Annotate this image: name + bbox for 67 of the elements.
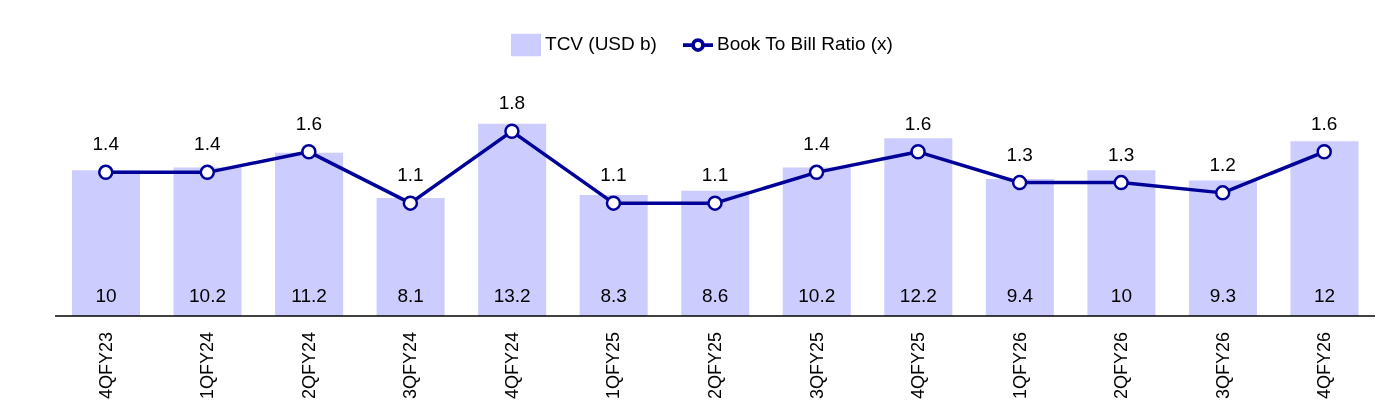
point xyxy=(199,164,216,181)
data-label: 1.3 xyxy=(1107,143,1135,165)
bar xyxy=(173,167,242,316)
x-tick-label: 2QFY26 xyxy=(1111,332,1132,400)
data-label: 1.3 xyxy=(1006,143,1033,165)
bar xyxy=(884,138,953,316)
bar xyxy=(1087,170,1156,316)
point xyxy=(301,144,317,160)
data-label: 8.1 xyxy=(397,285,424,306)
data-label: 8.3 xyxy=(600,285,627,306)
bar xyxy=(275,152,344,316)
data-label: 9.3 xyxy=(1209,285,1237,306)
x-tick-label: 1QFY24 xyxy=(197,332,218,400)
point xyxy=(1214,185,1231,201)
point xyxy=(1316,144,1332,160)
point xyxy=(98,164,114,181)
x-tick-label: 3QFY26 xyxy=(1212,332,1233,400)
bar xyxy=(782,167,851,316)
bar xyxy=(579,195,648,316)
bar xyxy=(1290,141,1359,316)
data-label: 1.4 xyxy=(92,133,120,155)
x-tick-label: 1QFY26 xyxy=(1009,332,1030,400)
point xyxy=(402,195,419,211)
data-label: 1.6 xyxy=(904,112,932,134)
bar xyxy=(1188,180,1257,316)
x-tick-label: 3QFY25 xyxy=(806,332,827,400)
bar xyxy=(376,198,445,316)
data-label: 12 xyxy=(1313,285,1336,306)
data-label: 13.2 xyxy=(493,285,531,306)
bar xyxy=(72,170,140,316)
data-label: 1.1 xyxy=(701,164,729,186)
legend-label: TCV (USD b) xyxy=(545,33,657,55)
data-label: 12.2 xyxy=(899,285,937,306)
data-label: 10.2 xyxy=(798,285,836,306)
point xyxy=(808,164,825,181)
legend-label: Book To Bill Ratio (x) xyxy=(716,33,893,55)
x-tick-label: 4QFY23 xyxy=(95,332,116,400)
data-label: 11.2 xyxy=(291,285,327,306)
point xyxy=(1011,174,1028,191)
data-label: 1.8 xyxy=(498,92,526,114)
bar xyxy=(478,123,547,316)
data-label: 10 xyxy=(95,285,117,306)
data-label: 1.2 xyxy=(1209,153,1236,175)
data-label: 1.4 xyxy=(803,133,831,155)
point xyxy=(504,123,520,140)
x-tick-label: 4QFY25 xyxy=(908,332,929,400)
bar xyxy=(985,179,1054,316)
data-label: 1.6 xyxy=(1311,112,1338,134)
data-label: 1.6 xyxy=(295,112,323,134)
data-label: 8.6 xyxy=(702,285,729,306)
data-label: 10.2 xyxy=(189,285,227,306)
point xyxy=(1113,174,1129,191)
data-label: 9.4 xyxy=(1006,285,1034,306)
point xyxy=(605,195,622,211)
data-label: 1.1 xyxy=(397,164,424,186)
x-tick-label: 2QFY25 xyxy=(705,332,725,400)
data-label: 10 xyxy=(1110,285,1132,306)
data-label: 1.1 xyxy=(600,164,627,186)
x-tick-label: 4QFY24 xyxy=(501,332,522,400)
data-label: 1.4 xyxy=(194,133,221,155)
x-tick-label: 3QFY24 xyxy=(400,332,421,400)
point xyxy=(707,195,723,211)
x-tick-label: 4QFY26 xyxy=(1314,332,1335,400)
point xyxy=(910,144,926,160)
x-tick-label: 1QFY25 xyxy=(603,332,624,400)
bar xyxy=(681,190,750,316)
x-tick-label: 2QFY24 xyxy=(298,332,319,400)
